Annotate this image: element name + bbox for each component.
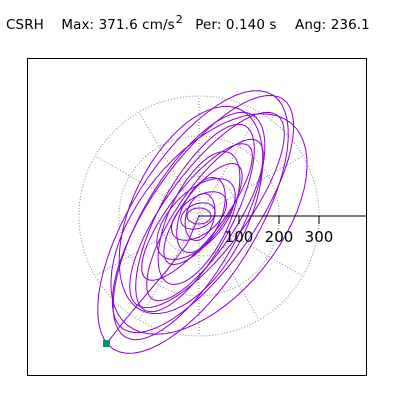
trace-loop: [135, 123, 255, 313]
trace-loop: [176, 176, 226, 254]
trace-loop: [141, 143, 253, 281]
max-unit: cm/s: [142, 17, 175, 33]
plot-border: [27, 58, 367, 376]
grid-spoke-120: [138, 111, 200, 217]
axes: 100 200 300: [199, 215, 367, 246]
trace-loop: [163, 162, 243, 266]
plot-header: CSRH Max: 371.6 cm/s2 Per: 0.140 s Ang: …: [6, 13, 400, 37]
trace-loop: [118, 105, 264, 315]
trace-loop: [186, 207, 212, 225]
station-code: CSRH: [6, 17, 44, 33]
trace-loop: [110, 113, 308, 335]
per-value: 0.140 s: [225, 17, 277, 33]
trace-loop: [129, 111, 285, 309]
max-unit-exponent: 2: [175, 13, 183, 26]
period-readout: Per: 0.140 s: [195, 17, 276, 33]
grid-spoke-150: [94, 155, 200, 217]
particle-motion-trace: [97, 90, 308, 354]
trace-end-marker: [103, 340, 110, 347]
trace-loop: [111, 94, 295, 334]
x-axis-tick-label-200: 200: [265, 228, 294, 246]
max-label: Max:: [61, 17, 95, 33]
max-value: 371.6: [98, 17, 138, 33]
grid-spoke-300: [198, 215, 260, 321]
per-label: Per:: [195, 17, 222, 33]
grid-spoke-240: [138, 215, 200, 321]
trace-loop: [180, 202, 216, 230]
x-axis-tick-label-300: 300: [305, 228, 334, 246]
ang-label: Ang:: [294, 17, 327, 33]
max-readout: Max: 371.6 cm/s2: [61, 13, 183, 33]
x-axis-tick-label-100: 100: [225, 228, 254, 246]
orbit-plot-frame: 100 200 300: [27, 58, 367, 376]
grid-spoke-330: [198, 215, 304, 277]
trace-loop: [112, 111, 266, 341]
angle-readout: Ang: 236.1: [295, 17, 370, 33]
trace-tail: [106, 215, 200, 344]
trace-loop: [146, 138, 264, 302]
orbit-plot: 100 200 300: [27, 58, 367, 376]
ang-value: 236.1: [330, 17, 370, 33]
